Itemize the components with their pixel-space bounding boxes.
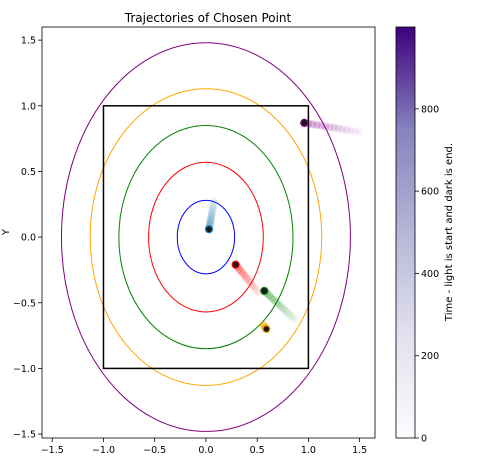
trajectory-trail-point (210, 196, 219, 205)
trajectory-trail-point (286, 311, 295, 320)
colorbar-tick-label: 0 (421, 434, 427, 445)
trajectory-end-point (300, 118, 309, 127)
trajectory-end-point (260, 286, 269, 296)
x-tick-label: −1.5 (41, 445, 64, 456)
trajectory-trail-point (321, 122, 330, 131)
trajectory-trail-point (208, 202, 217, 211)
colorbar-tick-label: 400 (421, 269, 439, 280)
trajectory-trail-point (244, 276, 253, 285)
ellipse-contour (148, 161, 264, 313)
trajectory-trail-point (206, 216, 215, 225)
ellipse-contour (118, 124, 294, 350)
chart-title: Trajectories of Chosen Point (124, 11, 292, 25)
trajectory-trail-point (279, 304, 288, 313)
trajectory-trail-point (276, 302, 285, 311)
trajectory-end-point (204, 225, 214, 234)
y-tick-label: 0.5 (21, 167, 36, 178)
plot-frame (41, 26, 376, 439)
trajectory-trail-point (207, 211, 216, 220)
trajectory-trail-point (291, 315, 300, 324)
y-tick-label: −1.5 (13, 430, 36, 441)
ellipse-contour (60, 42, 351, 432)
trajectory-trail-point (272, 298, 281, 307)
colorbar-label: Time - light is start and dark is end. (444, 143, 455, 322)
trajectory-trail-point (247, 280, 256, 289)
colorbar-tick-label: 200 (421, 351, 439, 362)
y-tick-label: 0.0 (21, 233, 36, 244)
x-tick-label: 0.0 (198, 445, 213, 456)
trajectory-trail-point (238, 269, 247, 278)
x-tick-label: −1.0 (92, 445, 115, 456)
y-tick-label: −1.0 (13, 364, 36, 375)
trajectory-trail-point (253, 287, 262, 296)
trajectory-trail-point (267, 293, 276, 302)
ellipse-contour (89, 88, 323, 386)
y-axis-label: Y (1, 228, 12, 236)
trajectory-trail-point (338, 125, 347, 134)
ellipse-contour (176, 199, 236, 275)
trajectory-trail-point (206, 214, 215, 223)
trajectory-trail-point (288, 313, 297, 322)
colorbar-tick-label: 600 (421, 187, 439, 198)
trajectory-trail-point (209, 200, 218, 209)
colorbar-tick-label: 800 (421, 104, 439, 115)
trajectory-trail-point (208, 207, 217, 216)
trajectory-trail-point (325, 123, 334, 132)
colorbar (395, 26, 416, 439)
trajectory-end-point (231, 260, 240, 269)
trajectory-trail-point (240, 271, 249, 280)
trajectory-trail-point (206, 218, 215, 227)
trajectory-trail-point (251, 285, 260, 294)
trajectory-trail-point (330, 123, 339, 132)
y-tick-label: 1.0 (21, 101, 36, 112)
trajectory-trail-point (281, 306, 290, 315)
trajectory-trail-point (342, 125, 351, 134)
y-tick-label: 1.5 (21, 36, 36, 47)
trajectory-trail-point (237, 267, 246, 276)
trajectory-trail-point (355, 128, 364, 137)
trajectory-trail-point (249, 282, 258, 291)
trajectory-end-point (262, 324, 271, 334)
trajectory-trail-point (308, 120, 317, 129)
trajectory-trail-point (313, 120, 322, 129)
trajectory-trail-point (347, 126, 356, 135)
square-boundary (102, 105, 310, 370)
trajectory-trail-point (209, 198, 218, 207)
trajectory-trail-point (274, 300, 283, 309)
trajectory-trail-point (351, 127, 360, 136)
trajectory-trail-point (208, 205, 217, 214)
x-tick-label: 0.5 (250, 445, 265, 456)
trajectory-trail-point (283, 309, 292, 318)
trajectory-trail-point (334, 124, 343, 133)
trajectory-trail-point (317, 121, 326, 130)
trajectory-trail-point (207, 209, 216, 218)
trajectory-trail-point (242, 274, 251, 283)
x-tick-label: 1.5 (352, 445, 367, 456)
y-tick-label: −0.5 (13, 298, 36, 309)
trajectory-trail-point (246, 278, 255, 287)
trajectory-trail-point (269, 295, 278, 304)
x-tick-label: 1.0 (301, 445, 316, 456)
x-tick-label: −0.5 (143, 445, 166, 456)
